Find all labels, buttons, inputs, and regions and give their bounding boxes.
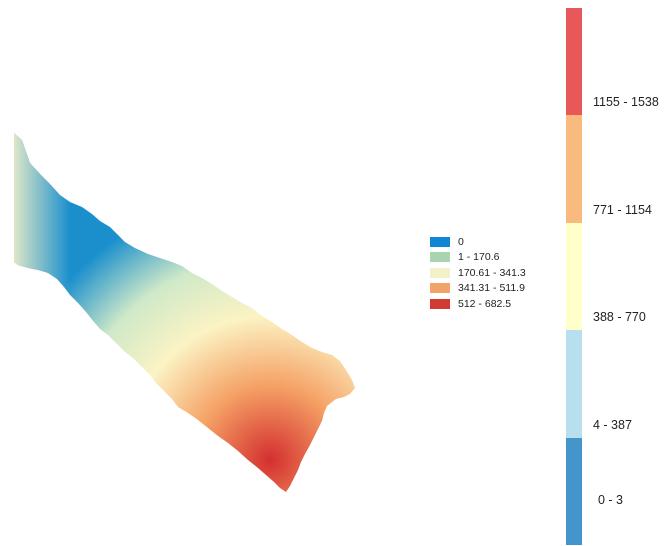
study-area-shape — [14, 133, 355, 492]
legend-swatch — [430, 298, 450, 309]
color-bar-segment — [566, 330, 582, 438]
color-bar-label: 771 - 1154 — [593, 202, 652, 217]
inner-legend-item: 341.31 - 511.9 — [430, 281, 526, 297]
color-bar-label: 0 - 3 — [598, 493, 624, 507]
inner-legend-item: 0 — [430, 234, 526, 250]
inner-legend-item: 1 - 170.6 — [430, 250, 526, 266]
color-bar-segment — [566, 222, 582, 331]
legend-swatch — [430, 252, 450, 263]
legend-label: 1 - 170.6 — [458, 251, 500, 264]
legend-swatch — [430, 267, 450, 278]
color-bar-segment — [566, 8, 582, 116]
color-bar-segment — [566, 115, 582, 223]
inner-legend: 0 1 - 170.6 170.61 - 341.3 341.31 - 511.9 51… — [430, 234, 526, 312]
color-bar — [566, 8, 582, 545]
legend-label: 0 — [458, 235, 464, 248]
color-bar-label: 388 - 770 — [593, 310, 646, 325]
inner-legend-item: 512 - 682.5 — [430, 296, 526, 312]
legend-swatch — [430, 236, 450, 247]
color-bar-label: 1155 - 1538 — [593, 95, 659, 110]
legend-label: 341.31 - 511.9 — [458, 282, 525, 295]
west-tip-overlay — [14, 133, 70, 295]
color-bar-segment — [566, 437, 582, 545]
map-area — [14, 133, 355, 492]
inner-legend-item: 170.61 - 341.3 — [430, 265, 526, 281]
legend-label: 170.61 - 341.3 — [458, 266, 526, 279]
color-bar-label: 4 - 387 — [593, 417, 632, 432]
legend-swatch — [430, 283, 450, 294]
raster-map — [14, 133, 355, 492]
legend-label: 512 - 682.5 — [458, 297, 512, 310]
